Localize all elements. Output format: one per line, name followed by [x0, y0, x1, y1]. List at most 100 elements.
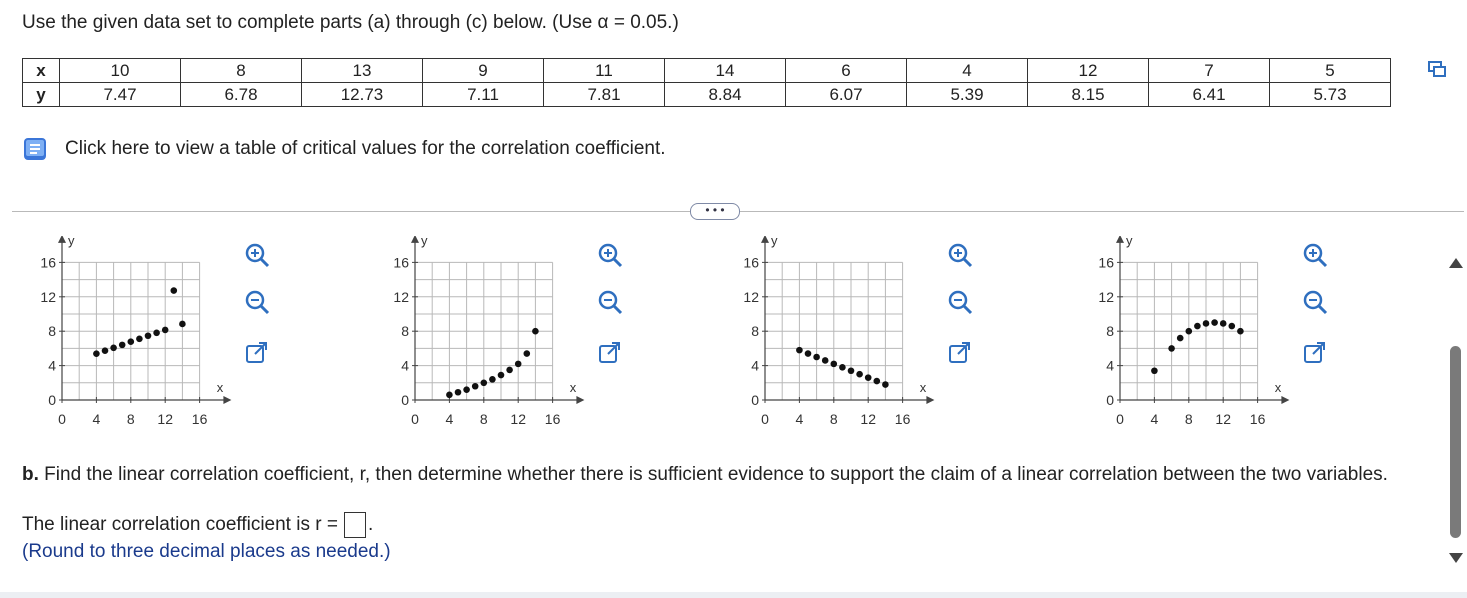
table-cell: 11 [543, 58, 665, 83]
zoom-in-icon[interactable] [596, 241, 624, 269]
x-axis-arrow [926, 396, 935, 404]
more-button[interactable]: • • • [690, 203, 740, 220]
critical-values-link-text[interactable]: Click here to view a table of critical v… [65, 138, 666, 159]
data-point [1228, 322, 1236, 330]
data-point [1211, 319, 1218, 326]
plot-option-3[interactable]: 0 4 8 12 16 0 4 8 12 16 x y [721, 233, 1011, 436]
scroll-up-arrow-icon[interactable] [1449, 258, 1463, 268]
x-axis-label: x [217, 380, 224, 395]
zoom-in-icon[interactable] [946, 241, 974, 269]
y-axis-label: y [68, 236, 75, 248]
answer-suffix: . [367, 514, 374, 535]
data-point [1202, 320, 1210, 327]
x-axis-arrow [1281, 396, 1290, 404]
x-tick-label: 16 [895, 411, 911, 427]
critical-values-link[interactable]: Click here to view a table of critical v… [22, 136, 666, 162]
table-row-x: x 10 8 13 9 11 14 6 4 12 7 5 [22, 58, 1391, 83]
data-point [1176, 334, 1184, 342]
zoom-in-icon[interactable] [243, 241, 271, 269]
part-b-label: b. [22, 464, 39, 485]
data-point [804, 350, 812, 357]
y-tick-label: 16 [1098, 254, 1114, 270]
bottom-bar [0, 592, 1467, 598]
table-cell: 12 [1027, 58, 1149, 83]
zoom-out-icon[interactable] [1301, 288, 1329, 316]
data-point [864, 374, 872, 381]
expand-icon[interactable] [1301, 339, 1329, 367]
table-cell: 5 [1269, 58, 1391, 83]
r-answer-input[interactable] [343, 512, 366, 538]
scrollbar-thumb[interactable] [1450, 346, 1461, 538]
x-axis-label: x [1275, 380, 1282, 395]
scatter-plot-1: 0 4 8 12 16 0 4 8 12 16 x y [40, 233, 232, 427]
table-cell: 9 [422, 58, 544, 83]
data-point [847, 367, 855, 375]
expand-icon[interactable] [243, 339, 271, 367]
x-tick-label: 0 [411, 411, 419, 427]
data-point [161, 326, 169, 334]
x-tick-label: 16 [1250, 411, 1266, 427]
x-axis-label: x [920, 380, 927, 395]
copy-icon[interactable] [1426, 58, 1448, 80]
y-tick-label: 8 [751, 323, 759, 339]
table-cell: 7 [1148, 58, 1270, 83]
data-point [532, 327, 539, 335]
y-tick-label: 12 [1098, 289, 1114, 305]
data-point [136, 335, 143, 343]
x-tick-label: 12 [860, 411, 876, 427]
data-point [101, 347, 109, 355]
y-tick-label: 16 [393, 254, 409, 270]
y-tick-label: 0 [751, 392, 759, 408]
y-tick-label: 8 [48, 323, 56, 339]
data-point [514, 360, 522, 368]
zoom-in-icon[interactable] [1301, 241, 1329, 269]
expand-icon[interactable] [596, 339, 624, 367]
x-tick-label: 12 [1215, 411, 1231, 427]
scroll-down-arrow-icon[interactable] [1449, 553, 1463, 563]
y-tick-label: 12 [743, 289, 759, 305]
data-point [179, 320, 186, 328]
plot-option-1[interactable]: 0 4 8 12 16 0 4 8 12 16 x y [18, 233, 308, 436]
table-row-y: y 7.47 6.78 12.73 7.11 7.81 8.84 6.07 5.… [22, 82, 1391, 107]
table-cell: 5.73 [1269, 82, 1391, 107]
data-point [93, 350, 100, 357]
data-point [489, 376, 496, 383]
y-tick-label: 12 [393, 289, 409, 305]
plot-option-4[interactable]: 0 4 8 12 16 0 4 8 12 16 x y [1076, 233, 1366, 436]
x-tick-label: 8 [127, 411, 135, 427]
zoom-out-icon[interactable] [596, 288, 624, 316]
data-point [497, 371, 505, 379]
data-point [463, 386, 470, 393]
data-point [454, 388, 462, 396]
y-tick-label: 4 [48, 358, 56, 374]
data-point [153, 329, 160, 337]
plot-option-2[interactable]: 0 4 8 12 16 0 4 8 12 16 x y [371, 233, 661, 436]
part-b-question: b. Find the linear correlation coefficie… [22, 464, 1388, 486]
y-tick-label: 4 [401, 358, 409, 374]
zoom-out-icon[interactable] [946, 288, 974, 316]
table-cell: 7.47 [59, 82, 181, 107]
expand-icon[interactable] [946, 339, 974, 367]
table-cell: 8.15 [1027, 82, 1149, 107]
data-point [127, 338, 135, 345]
data-point [1151, 367, 1158, 375]
y-tick-label: 4 [1106, 358, 1114, 374]
data-point [506, 366, 513, 374]
x-tick-label: 0 [58, 411, 66, 427]
data-point [882, 381, 889, 388]
zoom-out-icon[interactable] [243, 288, 271, 316]
data-point [1185, 327, 1193, 335]
y-tick-label: 0 [1106, 392, 1114, 408]
table-cell: 13 [301, 58, 423, 83]
table-cell: 8.84 [664, 82, 786, 107]
data-table: x 10 8 13 9 11 14 6 4 12 7 5 y 7.47 6.78… [22, 58, 1391, 107]
table-cell: 8 [180, 58, 302, 83]
data-point [1219, 320, 1227, 327]
y-axis-arrow [411, 234, 419, 243]
y-axis-arrow [58, 234, 66, 243]
x-tick-label: 0 [761, 411, 769, 427]
x-tick-label: 12 [157, 411, 173, 427]
y-axis-arrow [1116, 234, 1124, 243]
row-header-x: x [22, 58, 60, 83]
data-point [796, 346, 803, 354]
